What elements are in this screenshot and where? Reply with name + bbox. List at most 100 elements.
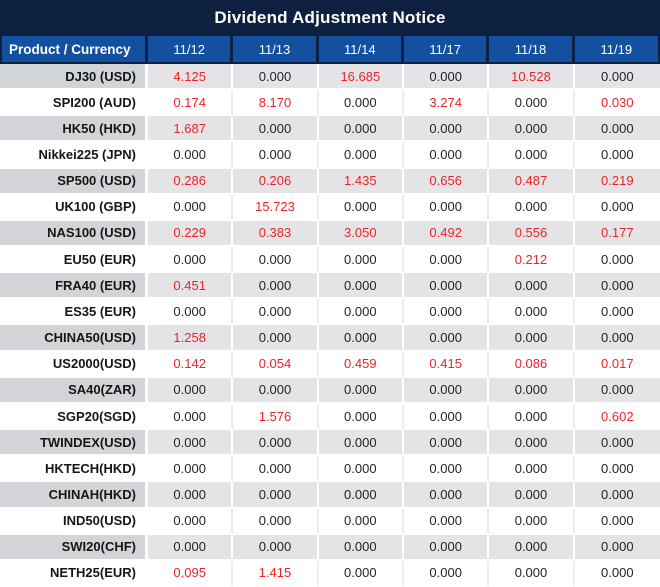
value-cell: 0.000 [233,247,319,274]
value-cell: 0.000 [318,299,404,326]
product-cell: SGP20(SGD) [0,403,148,431]
value-cell: 0.000 [318,430,404,457]
value-cell: 0.000 [148,142,234,169]
value-cell: 0.000 [489,534,575,561]
product-cell: US2000(USD) [0,351,148,378]
value-cell: 0.000 [574,116,660,143]
notice-title: Dividend Adjustment Notice [0,0,660,36]
value-cell: 0.000 [318,560,404,587]
value-cell: 0.174 [148,90,234,117]
value-cell: 0.000 [233,299,319,326]
column-header-date: 11/17 [404,36,490,64]
value-cell: 0.000 [489,299,575,326]
value-cell: 1.435 [318,168,404,195]
value-cell: 0.000 [233,508,319,535]
column-header-date: 11/14 [318,36,404,64]
value-cell: 0.000 [489,377,575,404]
value-cell: 0.219 [574,168,660,195]
product-cell: HK50 (HKD) [0,116,148,143]
value-cell: 0.017 [574,351,660,378]
value-cell: 0.000 [489,116,575,143]
value-cell: 0.000 [148,194,234,221]
value-cell: 0.000 [318,456,404,483]
value-cell: 0.000 [574,194,660,221]
value-cell: 0.000 [233,142,319,169]
value-cell: 0.000 [404,508,490,535]
value-cell: 0.000 [233,482,319,509]
value-cell: 0.556 [489,220,575,248]
value-cell: 16.685 [318,64,404,91]
product-cell: UK100 (GBP) [0,194,148,221]
value-cell: 0.000 [574,482,660,509]
value-cell: 0.095 [148,560,234,587]
value-cell: 0.229 [148,220,234,248]
value-cell: 0.000 [148,456,234,483]
product-cell: IND50(USD) [0,508,148,535]
value-cell: 0.000 [318,247,404,274]
value-cell: 0.000 [318,142,404,169]
value-cell: 0.000 [318,482,404,509]
value-cell: 0.602 [574,403,660,431]
column-header-date: 11/12 [148,36,234,64]
value-cell: 0.000 [574,456,660,483]
value-cell: 0.000 [148,247,234,274]
product-cell: NETH25(EUR) [0,560,148,587]
value-cell: 0.000 [489,560,575,587]
value-cell: 0.000 [233,430,319,457]
value-cell: 0.000 [148,403,234,431]
value-cell: 0.000 [489,90,575,117]
product-cell: TWINDEX(USD) [0,430,148,457]
column-header-date: 11/13 [233,36,319,64]
value-cell: 0.000 [318,534,404,561]
value-cell: 0.000 [574,560,660,587]
value-cell: 0.000 [318,90,404,117]
value-cell: 0.000 [489,273,575,300]
value-cell: 0.000 [489,142,575,169]
value-cell: 0.000 [574,142,660,169]
value-cell: 0.000 [318,508,404,535]
value-cell: 0.000 [404,482,490,509]
value-cell: 3.050 [318,220,404,248]
value-cell: 0.451 [148,273,234,300]
product-cell: CHINAH(HKD) [0,482,148,509]
value-cell: 0.000 [148,534,234,561]
value-cell: 0.000 [489,194,575,221]
value-cell: 1.258 [148,325,234,352]
value-cell: 0.000 [404,247,490,274]
value-cell: 0.000 [404,430,490,457]
value-cell: 0.030 [574,90,660,117]
value-cell: 0.000 [148,430,234,457]
value-cell: 0.000 [489,325,575,352]
value-cell: 0.000 [404,142,490,169]
value-cell: 1.687 [148,116,234,143]
value-cell: 0.000 [574,299,660,326]
value-cell: 0.000 [404,560,490,587]
value-cell: 0.000 [233,64,319,91]
value-cell: 4.125 [148,64,234,91]
value-cell: 0.000 [233,325,319,352]
value-cell: 15.723 [233,194,319,221]
value-cell: 0.000 [404,64,490,91]
value-cell: 0.000 [233,116,319,143]
value-cell: 0.000 [489,430,575,457]
value-cell: 0.487 [489,168,575,195]
value-cell: 0.492 [404,220,490,248]
product-cell: SPI200 (AUD) [0,90,148,117]
value-cell: 0.000 [318,325,404,352]
value-cell: 0.000 [404,377,490,404]
product-cell: FRA40 (EUR) [0,273,148,300]
value-cell: 0.000 [233,377,319,404]
value-cell: 0.415 [404,351,490,378]
value-cell: 0.000 [404,534,490,561]
value-cell: 0.000 [574,247,660,274]
column-header-date: 11/19 [574,36,660,64]
value-cell: 0.000 [233,534,319,561]
value-cell: 0.000 [233,273,319,300]
value-cell: 0.000 [233,456,319,483]
value-cell: 0.000 [404,403,490,431]
value-cell: 10.528 [489,64,575,91]
value-cell: 0.177 [574,220,660,248]
product-cell: DJ30 (USD) [0,64,148,91]
value-cell: 0.054 [233,351,319,378]
